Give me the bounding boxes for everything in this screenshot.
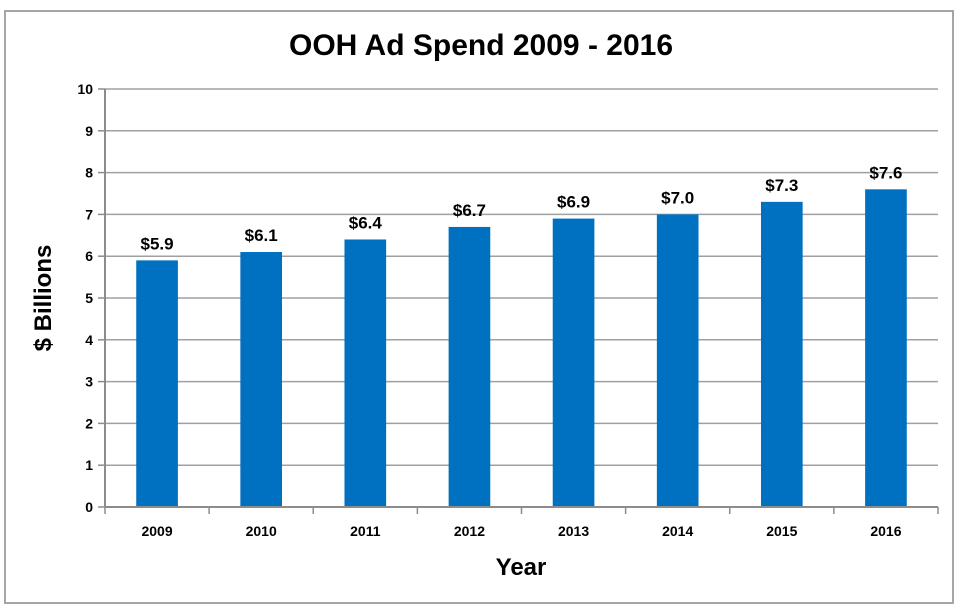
bar-2015 xyxy=(760,201,803,508)
data-label-2015: $7.3 xyxy=(765,176,798,195)
chart-title: OOH Ad Spend 2009 - 2016 xyxy=(289,29,673,62)
x-tick-label: 2016 xyxy=(870,523,901,539)
bar-2016 xyxy=(865,189,907,507)
y-tick-label: 9 xyxy=(85,123,93,139)
x-tick-label: 2013 xyxy=(558,523,589,539)
x-tick-label: 2011 xyxy=(350,523,381,539)
y-tick-labels: 0 1 2 3 4 5 6 7 8 9 10 xyxy=(77,81,93,515)
x-tick-label: 2014 xyxy=(662,523,693,539)
bar-2009 xyxy=(136,260,178,507)
data-label-2014: $7.0 xyxy=(661,188,694,207)
data-label-2009: $5.9 xyxy=(141,234,174,253)
data-labels: $5.9 $6.1 $6.4 $6.7 $6.9 $7.0 $7.3 $7.6 xyxy=(141,163,903,253)
x-axis-title: Year xyxy=(496,554,547,581)
axes xyxy=(98,88,939,514)
y-tick-label: 3 xyxy=(85,374,93,390)
y-axis-title: $ Billions xyxy=(30,245,57,352)
y-tick-label: 0 xyxy=(85,499,93,515)
y-tick-label: 5 xyxy=(85,290,93,306)
y-tick-label: 8 xyxy=(85,165,93,181)
bar-2010 xyxy=(240,252,283,507)
x-tick-label: 2010 xyxy=(246,523,277,539)
y-tick-label: 1 xyxy=(85,457,93,473)
data-label-2012: $6.7 xyxy=(453,201,486,220)
x-tick-label: 2012 xyxy=(454,523,485,539)
gridlines xyxy=(105,88,938,466)
x-tick-label: 2015 xyxy=(766,523,797,539)
data-label-2011: $6.4 xyxy=(349,213,383,232)
bars xyxy=(136,189,907,508)
x-tick-label: 2009 xyxy=(141,523,172,539)
y-tick-label: 7 xyxy=(85,206,93,222)
y-tick-label: 2 xyxy=(85,415,93,431)
y-tick-label: 4 xyxy=(85,332,93,348)
x-tick-labels: 2009 2010 2011 2012 2013 2014 2015 2016 xyxy=(141,523,901,539)
bar-2012 xyxy=(448,226,491,507)
bar-2014 xyxy=(656,214,699,507)
bar-2013 xyxy=(552,218,595,507)
data-label-2016: $7.6 xyxy=(869,163,902,182)
y-tick-label: 6 xyxy=(85,248,93,264)
bar-2011 xyxy=(344,239,387,508)
data-label-2013: $6.9 xyxy=(557,193,590,212)
data-label-2010: $6.1 xyxy=(245,226,278,245)
y-tick-label: 10 xyxy=(77,81,93,97)
